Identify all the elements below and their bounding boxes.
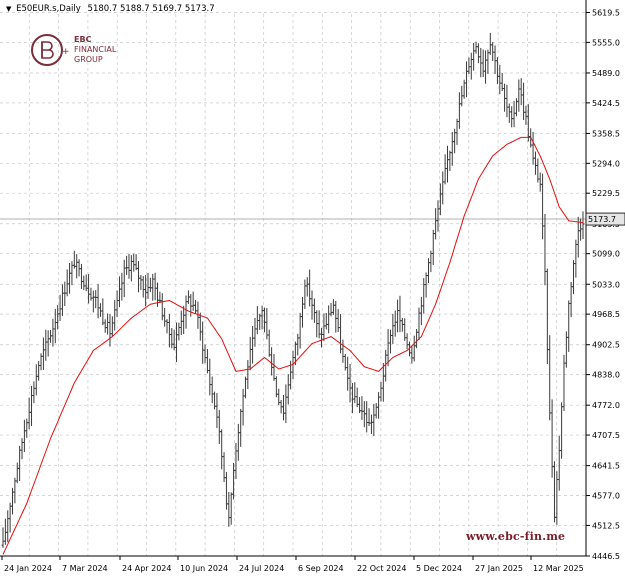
price-tick-label: 5619.5 bbox=[592, 9, 620, 18]
watermark-url: www.ebc-fin.me bbox=[466, 530, 566, 543]
price-tick-label: 4577.0 bbox=[592, 492, 620, 501]
price-tag-box bbox=[585, 212, 625, 226]
time-tick-label: 7 Mar 2024 bbox=[62, 564, 108, 573]
logo-line-2: FINANCIAL bbox=[74, 45, 117, 54]
time-tick-label: 27 Jan 2025 bbox=[475, 564, 523, 573]
price-tick-label: 5099.0 bbox=[592, 250, 620, 259]
time-axis: 24 Jan 2024 7 Mar 2024 24 Apr 2024 10 Jun 2… bbox=[1, 556, 584, 573]
price-tick-label: 5555.0 bbox=[592, 38, 620, 47]
price-tick-label: 4902.5 bbox=[592, 341, 620, 350]
chart-axes bbox=[0, 0, 587, 557]
last-price-tag: 5173.7 bbox=[585, 212, 625, 226]
price-tick-label: 4772.0 bbox=[592, 401, 620, 410]
time-tick-label: 5 Dec 2024 bbox=[416, 564, 462, 573]
price-tick-label: 5033.0 bbox=[592, 280, 620, 289]
price-tick-label: 5358.5 bbox=[592, 129, 620, 138]
time-tick-label: 12 Mar 2025 bbox=[533, 564, 584, 573]
price-tick-label: 5489.0 bbox=[592, 69, 620, 78]
price-tick-label: 4512.5 bbox=[592, 521, 620, 530]
ma-series bbox=[2, 136, 584, 555]
logo-line-3: GROUP bbox=[74, 55, 103, 64]
price-tag-label: 5173.7 bbox=[588, 215, 616, 224]
ohlc-bars bbox=[1, 32, 585, 548]
time-tick-label: 24 Apr 2024 bbox=[122, 564, 171, 573]
time-tick-label: 22 Oct 2024 bbox=[357, 564, 406, 573]
price-tick-label: 4641.5 bbox=[592, 462, 620, 471]
price-tick-label: 5229.5 bbox=[592, 189, 620, 198]
price-tick-label: 4707.5 bbox=[592, 431, 620, 440]
time-tick-label: 6 Sep 2024 bbox=[298, 564, 344, 573]
chart-header: ▼ E50EUR.s,Daily 5180.7 5188.7 5169.7 51… bbox=[6, 4, 215, 14]
price-tick-label: 5424.5 bbox=[592, 99, 620, 108]
ebc-logo: + EBC FINANCIAL GROUP bbox=[30, 33, 150, 73]
time-tick-label: 10 Jun 2024 bbox=[180, 564, 228, 573]
time-tick-label: 24 Jul 2024 bbox=[239, 564, 284, 573]
price-tick-label: 4968.5 bbox=[592, 310, 620, 319]
dropdown-triangle-icon[interactable]: ▼ bbox=[6, 5, 12, 13]
ebc-emblem-icon: + bbox=[31, 34, 70, 66]
moving-average-line bbox=[2, 136, 584, 555]
symbol-label: E50EUR.s,Daily bbox=[16, 4, 81, 14]
price-tick-label: 5294.0 bbox=[592, 159, 620, 168]
price-axis: 5619.5 5555.0 5489.0 5424.5 5358.5 5294.0 5229… bbox=[586, 9, 620, 561]
svg-text:+: + bbox=[62, 47, 70, 57]
logo-line-1: EBC bbox=[74, 35, 92, 44]
ohlc-values: 5180.7 5188.7 5169.7 5173.7 bbox=[87, 4, 215, 14]
time-tick-label: 24 Jan 2024 bbox=[4, 564, 52, 573]
price-tick-label: 4838.0 bbox=[592, 371, 620, 380]
chart-grid bbox=[0, 12, 586, 557]
price-tick-label: 4446.5 bbox=[592, 552, 620, 561]
